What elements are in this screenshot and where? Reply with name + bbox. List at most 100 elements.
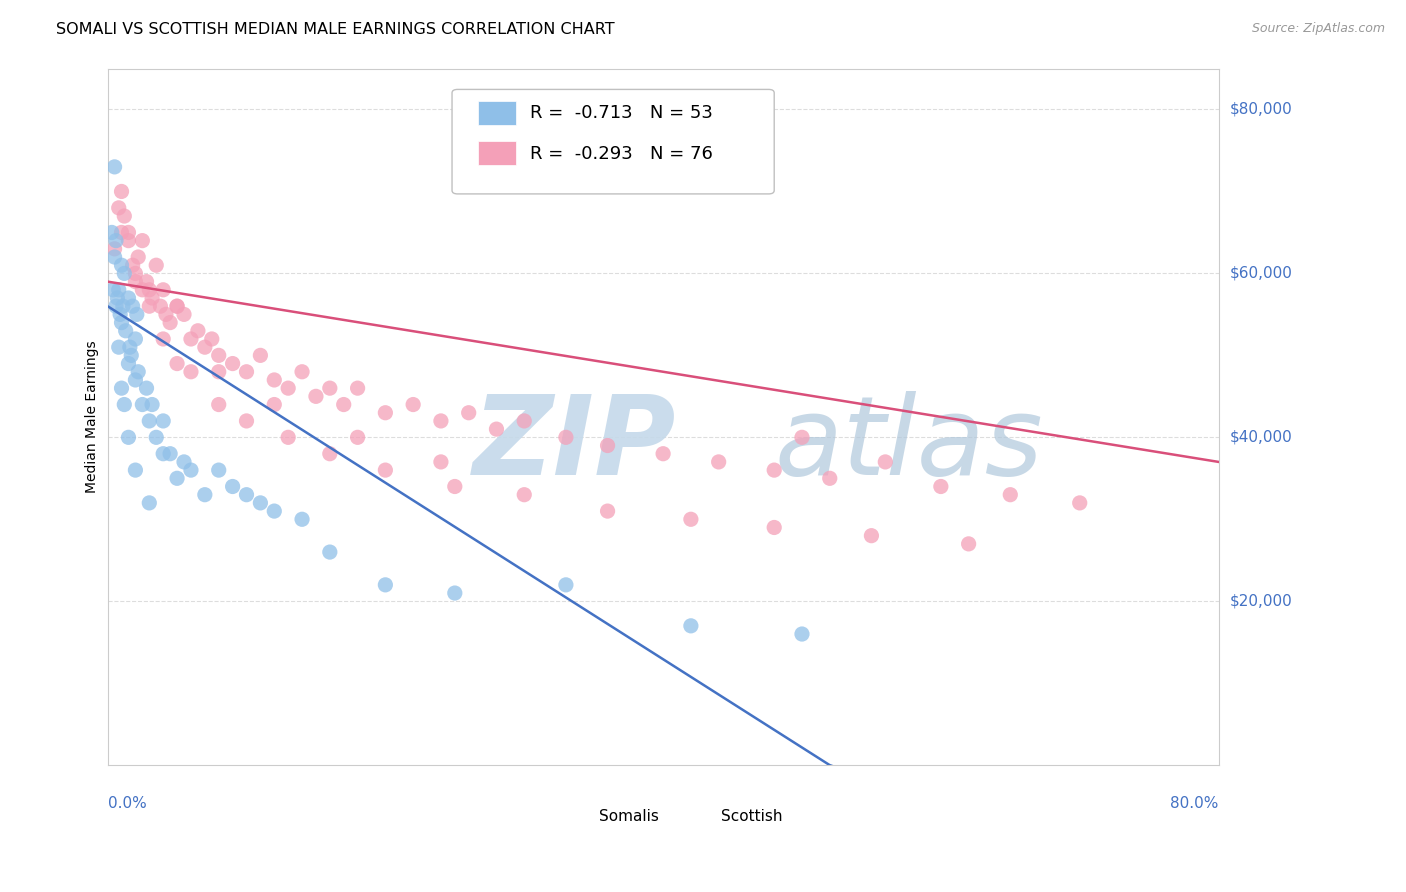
Point xyxy=(149,299,172,313)
Point xyxy=(652,447,675,461)
Point xyxy=(107,340,129,354)
Text: SOMALI VS SCOTTISH MEDIAN MALE EARNINGS CORRELATION CHART: SOMALI VS SCOTTISH MEDIAN MALE EARNINGS … xyxy=(56,22,614,37)
Point xyxy=(124,267,146,281)
Point xyxy=(117,357,139,371)
Point xyxy=(763,463,786,477)
Point xyxy=(152,414,174,428)
Point xyxy=(117,430,139,444)
Point xyxy=(235,365,257,379)
Point xyxy=(291,512,314,526)
Y-axis label: Median Male Earnings: Median Male Earnings xyxy=(86,341,100,493)
Text: Scottish: Scottish xyxy=(721,809,782,824)
Point xyxy=(138,414,160,428)
Point xyxy=(112,267,135,281)
Point xyxy=(107,283,129,297)
Point xyxy=(554,430,576,444)
Point xyxy=(305,389,328,403)
Text: Somalis: Somalis xyxy=(599,809,658,824)
Point xyxy=(875,455,897,469)
Point xyxy=(457,406,479,420)
Text: $40,000: $40,000 xyxy=(1230,430,1292,445)
Point xyxy=(138,496,160,510)
Point xyxy=(319,545,342,559)
Point xyxy=(249,348,271,362)
Point xyxy=(173,307,195,321)
Point xyxy=(263,398,285,412)
Point xyxy=(402,398,425,412)
Point xyxy=(110,381,132,395)
Point xyxy=(114,324,136,338)
Point xyxy=(443,479,465,493)
Point xyxy=(127,365,149,379)
Point xyxy=(430,455,453,469)
Point xyxy=(596,438,619,452)
Point xyxy=(159,316,181,330)
Point xyxy=(108,307,131,321)
Point xyxy=(596,504,619,518)
Point xyxy=(104,299,127,313)
Point xyxy=(346,430,368,444)
Point xyxy=(141,291,163,305)
Point xyxy=(291,365,314,379)
Point xyxy=(277,430,299,444)
Point xyxy=(277,381,299,395)
Point xyxy=(103,160,125,174)
Point xyxy=(135,381,157,395)
Point xyxy=(235,414,257,428)
Point xyxy=(110,226,132,240)
Point xyxy=(131,234,153,248)
Point xyxy=(319,447,342,461)
Point xyxy=(263,373,285,387)
Point xyxy=(121,299,143,313)
Text: 0.0%: 0.0% xyxy=(108,796,146,811)
Point xyxy=(679,512,702,526)
Point xyxy=(1069,496,1091,510)
Point xyxy=(929,479,952,493)
Point xyxy=(103,283,125,297)
Point xyxy=(118,340,141,354)
Point xyxy=(145,258,167,272)
Bar xyxy=(685,806,713,827)
Point xyxy=(124,275,146,289)
Point xyxy=(138,299,160,313)
Point xyxy=(263,504,285,518)
Text: Source: ZipAtlas.com: Source: ZipAtlas.com xyxy=(1251,22,1385,36)
Point xyxy=(138,283,160,297)
Text: $60,000: $60,000 xyxy=(1230,266,1292,281)
Point xyxy=(103,242,125,256)
Point xyxy=(180,463,202,477)
Point xyxy=(860,529,883,543)
Text: ZIP: ZIP xyxy=(472,392,676,499)
Point xyxy=(112,209,135,223)
Point xyxy=(221,479,243,493)
Point xyxy=(235,488,257,502)
Point xyxy=(173,455,195,469)
Point xyxy=(117,226,139,240)
Point xyxy=(166,471,188,485)
Point xyxy=(187,324,209,338)
Text: R =  -0.713   N = 53: R = -0.713 N = 53 xyxy=(530,104,713,122)
Point xyxy=(120,348,142,362)
Point xyxy=(208,348,231,362)
Point xyxy=(112,398,135,412)
Point xyxy=(346,381,368,395)
Point xyxy=(818,471,841,485)
Point xyxy=(155,307,177,321)
Point xyxy=(208,365,231,379)
Point xyxy=(152,447,174,461)
Point xyxy=(121,258,143,272)
Point xyxy=(208,398,231,412)
Point xyxy=(790,627,813,641)
Point xyxy=(374,463,396,477)
Point xyxy=(111,299,134,313)
Text: atlas: atlas xyxy=(775,392,1043,499)
Point xyxy=(166,299,188,313)
Point xyxy=(221,357,243,371)
Point xyxy=(125,307,148,321)
Point xyxy=(554,578,576,592)
Point xyxy=(513,488,536,502)
Bar xyxy=(478,141,516,165)
FancyBboxPatch shape xyxy=(453,89,775,194)
Point xyxy=(103,250,125,264)
Point xyxy=(1000,488,1022,502)
